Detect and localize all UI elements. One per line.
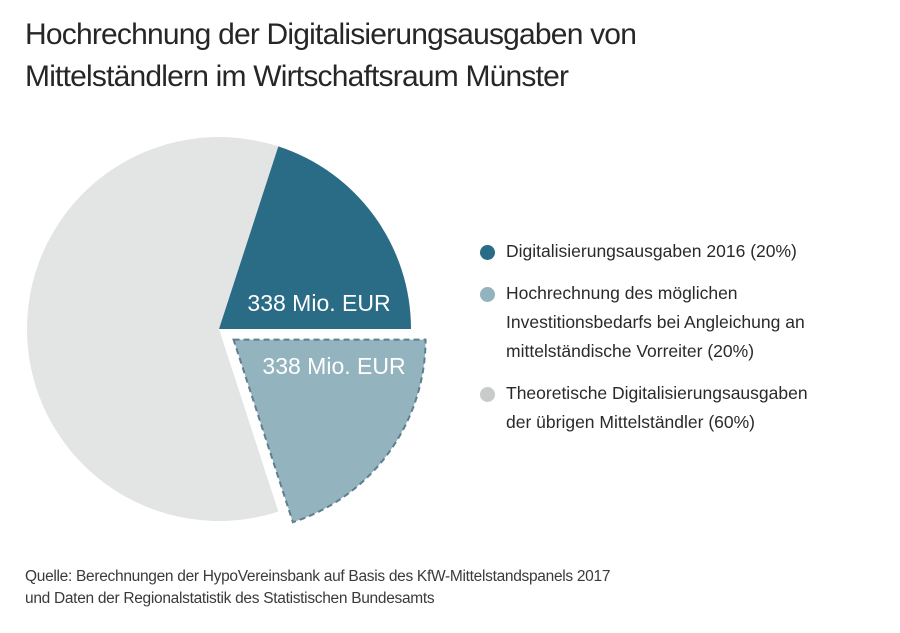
legend-item-digitalisierungsausgaben-2016: Digitalisierungsausgaben 2016 (20%) [480,237,895,266]
legend-label-line-3: mittelständische Vorreiter (20%) [506,341,755,361]
pie-chart: 338 Mio. EUR 338 Mio. EUR [27,137,427,524]
legend-label-line-2: Investitionsbedarfs bei Angleichung an [506,312,805,332]
legend-item-theoretische-ausgaben: Theoretische Digitalisierungsausgaben de… [480,379,895,437]
slice-label-hochrechnung-investitionsbedarf: 338 Mio. EUR [262,353,405,379]
chart-title-line-1: Hochrechnung der Digitalisierungsausgabe… [25,18,637,51]
pie-slice-theoretische-ausgaben [27,137,279,522]
pie-slice-hochrechnung-investitionsbedarf [232,338,427,524]
chart-title-line-2: Mittelständlern im Wirtschaftsraum Münst… [25,60,569,93]
chart-title: Hochrechnung der Digitalisierungsausgabe… [25,14,637,98]
source-line-1: Quelle: Berechnungen der HypoVereinsbank… [25,568,611,585]
legend-label-line-1: Hochrechnung des möglichen [506,283,738,303]
legend-label-line-2: der übrigen Mittelständler (60%) [506,412,756,432]
legend-marker [480,245,495,260]
legend: Digitalisierungsausgaben 2016 (20%) Hoch… [480,237,895,450]
source-note: Quelle: Berechnungen der HypoVereinsbank… [25,566,610,610]
pie-slice-digitalisierungsausgaben-2016 [219,146,411,329]
legend-label-line-1: Theoretische Digitalisierungsausgaben [506,383,808,403]
legend-label: Digitalisierungsausgaben 2016 (20%) [506,241,797,261]
legend-marker [480,287,495,302]
source-line-2: und Daten der Regionalstatistik des Stat… [25,590,435,607]
slice-label-digitalisierungsausgaben-2016: 338 Mio. EUR [247,290,390,316]
legend-item-hochrechnung-investitionsbedarf: Hochrechnung des möglichen Investitionsb… [480,279,895,366]
legend-marker [480,387,495,402]
